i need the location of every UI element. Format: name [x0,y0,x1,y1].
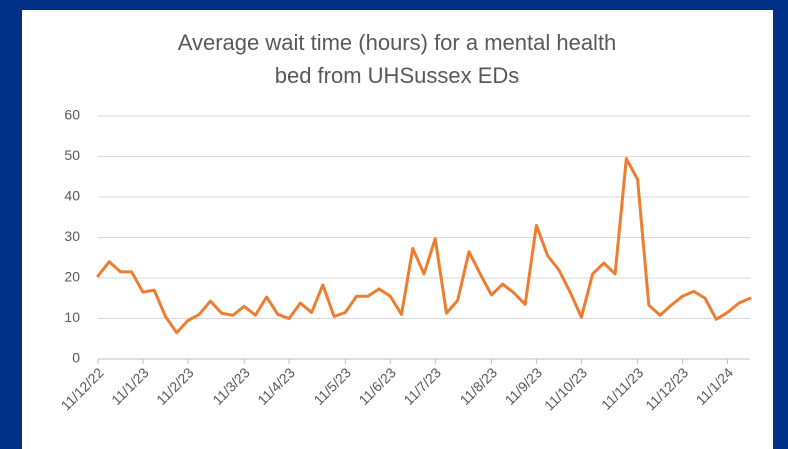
chart-title: Average wait time (hours) for a mental h… [178,30,617,55]
y-tick-label: 60 [64,107,80,123]
y-tick-label: 20 [64,269,80,285]
line-series [96,157,752,335]
chart-background [22,10,773,449]
y-tick-label: 10 [64,309,80,325]
y-tick-label: 30 [64,228,80,244]
y-tick-label: 40 [64,188,80,204]
y-tick-label: 0 [72,350,80,366]
chart-title: bed from UHSussex EDs [275,63,520,88]
y-tick-label: 50 [64,147,80,163]
